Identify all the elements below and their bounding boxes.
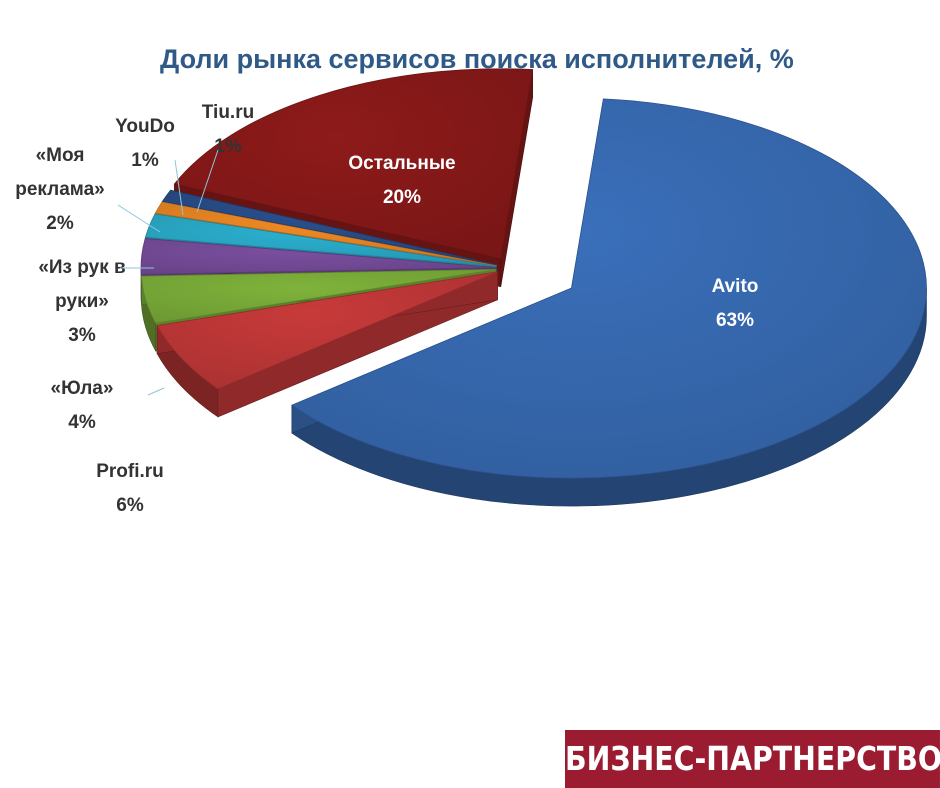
- slice-value-label: 20%: [383, 187, 421, 208]
- slice-name-label: Avito: [712, 276, 759, 297]
- leader-line: [174, 159, 184, 216]
- slice-name-label: YouDo: [115, 116, 175, 137]
- pie-slice: [140, 268, 497, 324]
- pie-slice: [140, 238, 497, 275]
- slice-name-label: «Из рук в: [38, 257, 125, 278]
- slice-value-label: 2%: [46, 213, 74, 234]
- slice-value-label: 63%: [716, 310, 754, 331]
- slice-name-label: Остальные: [348, 153, 455, 174]
- pie-chart: Avito 63% Profi.ru 6% «Юла» 4% «Из рук в руки» 3…: [15, 68, 927, 516]
- slice-name-label: «Моя: [36, 145, 85, 166]
- slice-name-label: руки»: [55, 291, 109, 312]
- leader-line: [196, 149, 219, 213]
- slice-name-label: Tiu.ru: [202, 102, 254, 123]
- slice-name-label: реклама»: [15, 179, 105, 200]
- pie-slice: [161, 189, 498, 266]
- slice-value-label: 3%: [68, 325, 96, 346]
- slice-value-label: 1%: [214, 136, 242, 157]
- slice-value-label: 4%: [68, 412, 96, 433]
- pie-tops: [140, 68, 927, 479]
- slice-name-label: «Юла»: [51, 378, 114, 399]
- pie-slice: [291, 98, 927, 479]
- pie-slice: [156, 271, 498, 390]
- pie-slice: [154, 201, 497, 266]
- slice-value-label: 1%: [131, 150, 159, 171]
- pie-labels: Avito 63% Profi.ru 6% «Юла» 4% «Из рук в руки» 3…: [15, 102, 758, 516]
- pie-slice: [173, 68, 534, 260]
- slice-name-label: Profi.ru: [96, 461, 164, 482]
- slice-value-label: 6%: [116, 495, 144, 516]
- brand-logo: БИЗНЕС-ПАРТНЕРСТВО: [565, 730, 940, 788]
- leader-line: [147, 387, 165, 396]
- leader-line: [117, 204, 161, 233]
